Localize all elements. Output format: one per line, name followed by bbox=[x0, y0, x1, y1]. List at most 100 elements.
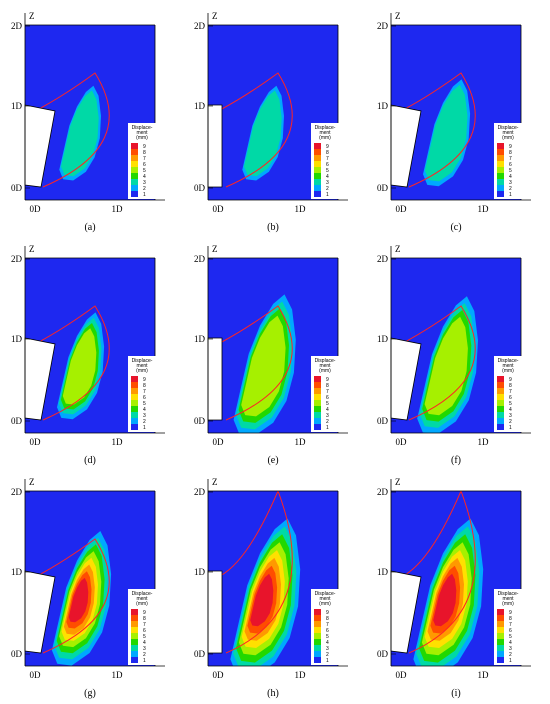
z-tick-label: 2D bbox=[11, 487, 23, 497]
legend-level-label: 3 bbox=[509, 413, 512, 419]
y-tick-label: 1D bbox=[478, 670, 490, 680]
legend-swatch bbox=[314, 621, 321, 627]
legend-level-label: 6 bbox=[509, 628, 512, 634]
legend-swatch bbox=[314, 424, 321, 430]
legend-title: ment bbox=[319, 130, 331, 136]
z-axis-label: Z bbox=[212, 244, 218, 254]
panel-caption: (b) bbox=[267, 222, 279, 233]
legend-level-label: 7 bbox=[326, 389, 329, 395]
contour-level-3 bbox=[244, 90, 282, 177]
legend-swatch bbox=[497, 179, 504, 185]
legend-swatch bbox=[131, 185, 138, 191]
legend-level-label: 4 bbox=[143, 640, 146, 646]
contour-field bbox=[230, 518, 301, 666]
legend-level-label: 8 bbox=[326, 383, 329, 389]
y-tick-label: 0D bbox=[396, 437, 408, 447]
legend-title: ment bbox=[319, 596, 331, 602]
legend-title: ment bbox=[319, 363, 331, 369]
legend-level-label: 3 bbox=[143, 413, 146, 419]
legend-level-label: 9 bbox=[143, 610, 146, 616]
legend-level-label: 9 bbox=[509, 610, 512, 616]
panel-a: ZY2D1D0D0D1DDisplace-ment(mm)987654321(a… bbox=[11, 11, 165, 233]
z-tick-label: 0D bbox=[194, 183, 206, 193]
legend-level-label: 4 bbox=[326, 174, 329, 180]
legend-level-label: 5 bbox=[509, 401, 512, 407]
legend-level-label: 3 bbox=[143, 180, 146, 186]
legend-level-label: 4 bbox=[326, 407, 329, 413]
legend-swatch bbox=[497, 149, 504, 155]
y-tick-label: 1D bbox=[478, 437, 490, 447]
z-axis-label: Z bbox=[395, 244, 401, 254]
legend-swatch bbox=[497, 388, 504, 394]
legend-level-label: 4 bbox=[509, 174, 512, 180]
failure-boundary bbox=[402, 491, 476, 654]
legend-swatch bbox=[314, 179, 321, 185]
legend-title: (mm) bbox=[319, 135, 331, 141]
panel-e: ZY2D1D0D0D1DDisplace-ment(mm)987654321(e… bbox=[194, 244, 348, 466]
panel-h: ZY2D1D0D0D1DDisplace-ment(mm)987654321(h… bbox=[194, 477, 348, 699]
legend-swatch bbox=[131, 382, 138, 388]
legend-level-label: 2 bbox=[143, 419, 146, 425]
legend-swatch bbox=[497, 394, 504, 400]
legend-swatch bbox=[497, 167, 504, 173]
legend-swatch bbox=[497, 657, 504, 663]
contour-field bbox=[233, 294, 296, 433]
z-tick-label: 0D bbox=[377, 416, 389, 426]
legend-swatch bbox=[314, 645, 321, 651]
z-axis-label: Z bbox=[212, 477, 218, 487]
legend-swatch bbox=[131, 651, 138, 657]
y-tick-label: 1D bbox=[112, 670, 124, 680]
legend-swatch bbox=[131, 406, 138, 412]
legend-swatch bbox=[314, 185, 321, 191]
legend-level-label: 5 bbox=[143, 168, 146, 174]
legend-level-label: 1 bbox=[326, 192, 329, 198]
legend-swatch bbox=[497, 191, 504, 197]
legend-swatch bbox=[497, 424, 504, 430]
legend-title: ment bbox=[502, 596, 514, 602]
legend-level-label: 6 bbox=[326, 162, 329, 168]
failure-boundary bbox=[219, 491, 293, 654]
legend-title: (mm) bbox=[136, 135, 148, 141]
y-tick-label: 0D bbox=[213, 204, 225, 214]
legend-swatch bbox=[497, 621, 504, 627]
y-tick-label: 1D bbox=[478, 204, 490, 214]
panel-caption: (d) bbox=[84, 455, 96, 466]
legend-swatch bbox=[131, 633, 138, 639]
legend-title: (mm) bbox=[136, 601, 148, 607]
legend-level-label: 4 bbox=[143, 174, 146, 180]
legend-level-label: 9 bbox=[326, 377, 329, 383]
legend-title: Displace- bbox=[315, 358, 336, 364]
legend-level-label: 4 bbox=[326, 640, 329, 646]
legend-swatch bbox=[314, 627, 321, 633]
legend-level-label: 7 bbox=[143, 156, 146, 162]
legend-level-label: 8 bbox=[509, 383, 512, 389]
legend-level-label: 5 bbox=[143, 401, 146, 407]
legend-level-label: 2 bbox=[326, 186, 329, 192]
z-tick-label: 2D bbox=[11, 21, 23, 31]
legend-level-label: 8 bbox=[326, 616, 329, 622]
legend-level-label: 9 bbox=[143, 144, 146, 150]
legend-title: Displace- bbox=[498, 358, 519, 364]
legend-level-label: 6 bbox=[326, 628, 329, 634]
legend-swatch bbox=[497, 155, 504, 161]
legend-level-label: 1 bbox=[509, 425, 512, 431]
z-axis-label: Z bbox=[395, 477, 401, 487]
legend-title: ment bbox=[502, 363, 514, 369]
legend-swatch bbox=[497, 609, 504, 615]
y-tick-label: 0D bbox=[396, 670, 408, 680]
legend-swatch bbox=[314, 412, 321, 418]
panel-caption: (c) bbox=[450, 222, 461, 233]
legend-level-label: 4 bbox=[143, 407, 146, 413]
excavation-wall bbox=[207, 570, 223, 654]
contour-level-5 bbox=[241, 315, 286, 417]
z-tick-label: 1D bbox=[377, 101, 389, 111]
contour-level-9 bbox=[250, 573, 274, 627]
legend-title: (mm) bbox=[136, 368, 148, 374]
legend-swatch bbox=[497, 645, 504, 651]
z-tick-label: 1D bbox=[377, 567, 389, 577]
legend-swatch bbox=[497, 639, 504, 645]
z-axis-label: Z bbox=[29, 11, 35, 21]
legend-level-label: 4 bbox=[509, 407, 512, 413]
legend-swatch bbox=[314, 657, 321, 663]
